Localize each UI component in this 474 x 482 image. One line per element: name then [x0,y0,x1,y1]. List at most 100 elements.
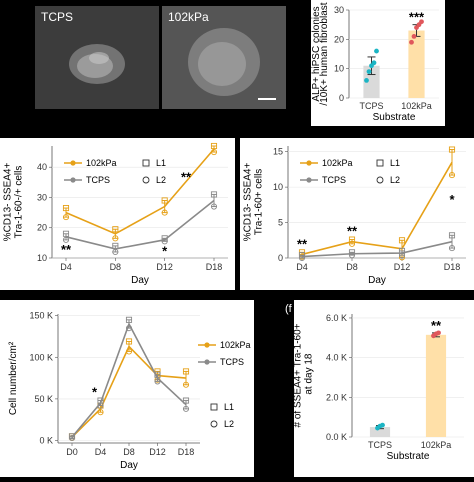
marker-l1 [210,142,218,150]
series-line-102kpa [65,148,215,235]
marker-l1 [210,191,218,198]
y-axis-title-line: /10K+ human fibroblast [319,2,330,105]
y-tick-label: 10 [273,182,283,192]
y-tick-label: 40 [37,162,47,172]
significance-mark: ** [61,242,72,257]
x-tick-label: 102kPa [401,101,432,111]
micrograph-label-tcps: TCPS [41,10,74,24]
data-point [374,48,379,54]
y-tick-label: 30 [334,5,344,15]
y-tick-label: 2.0 K [326,392,347,402]
x-axis-title: Day [131,275,149,286]
data-point [364,78,369,83]
marker-l1 [182,368,190,375]
x-tick-label: D18 [178,447,195,457]
panel-ssea4-count: 0.0 K 2.0 K 4.0 K 6.0 K TCPS 102kPa ** Substrat… [293,300,474,477]
panel-cell-number: 0 K 50 K 100 K 150 K D0 D4 D8 D12 D18 * 102kPa TCPS… [0,300,254,477]
legend-swatch-dot [70,177,76,183]
significance-mark: ** [181,169,192,184]
x-tick-label: D12 [156,262,173,272]
micrograph-tcps-texture [35,6,159,109]
panel-tra-pos: 0 5 10 15 D4 D8 D12 D18 ** ** * 102kPa TCPS L1 L2 Day %C… [240,138,474,290]
legend-label-tcps: TCPS [322,175,346,185]
marker-l1 [182,397,190,404]
marker-l1 [398,237,406,244]
marker-l1 [448,232,456,239]
x-tick-label: D8 [123,447,135,457]
y-tick-label: 50 K [34,394,53,404]
y-tick-label: 6.0 K [326,313,347,323]
marker-l2 [182,381,190,388]
significance-mark: ** [297,236,308,251]
marker-l2 [112,235,119,242]
y-axis-title: %CD13- SSEA4+Tra-1-60+ cells [243,163,265,242]
y-tick-label: 10 [37,253,47,263]
marker-l2 [210,203,218,210]
x-tick-label: D8 [110,262,122,272]
marker-l2 [210,149,218,156]
y-axis-title-line: Tra-1-60-/+ cells [14,166,25,239]
legend-label-tcps: TCPS [86,175,110,185]
marker-l1 [348,249,356,256]
marker-l1 [154,371,161,378]
marker-l2 [112,248,119,255]
legend-shape-label: L2 [390,175,400,185]
marker-l2 [62,236,70,243]
panel-letter-f: (f [285,303,292,315]
marker-l1 [112,226,119,233]
legend-shape-l1 [210,403,218,411]
micrograph-102kpa: 102kPa [162,6,286,109]
x-tick-label: D4 [95,447,107,457]
marker-l2 [154,378,161,385]
y-axis-title: Cell number/cm² [8,341,19,415]
significance-mark: * [92,385,98,400]
y-axis-title-line: at day 18 [304,353,315,397]
panel-alp-colonies: 0 10 20 30 TCPS 102kPa *** Substrate ALP+ hiPSC … [311,0,445,126]
micrograph-102kpa-texture [162,6,286,109]
marker-l2 [161,209,168,216]
x-tick-label: D18 [444,262,461,272]
x-tick-label: 102kPa [421,440,452,450]
y-axis-title-line: # of SSEA4+ Tra-1-60+ [294,323,304,427]
marker-l1 [448,146,456,153]
y-tick-label: 20 [37,223,47,233]
y-axis-title: %CD13- SSEA4+Tra-1-60-/+ cells [3,163,25,242]
legend-shape-label: L1 [390,158,400,168]
legend-label-102kpa: 102kPa [220,340,251,350]
x-tick-label: D12 [394,262,411,272]
bar-102kpa [408,30,425,98]
data-point [419,19,424,25]
y-tick-label: 10 [334,64,344,74]
legend-swatch-dot [204,342,210,348]
legend-shape-label: L1 [224,402,234,412]
micrograph-tcps: TCPS [35,6,159,109]
legend-shape-label: L1 [156,158,166,168]
series-line-102kpa [71,345,187,438]
bar-tcps [363,65,380,98]
marker-l1 [125,316,133,323]
data-point [380,422,385,428]
legend-swatch-dot [204,359,210,365]
y-axis-title-line: ALP+ hiPSC colonies [311,6,322,101]
legend-label-tcps: TCPS [220,357,244,367]
y-tick-label: 20 [334,34,344,44]
marker-l2 [125,325,133,332]
marker-l1 [154,368,161,375]
micrograph-label-102kpa: 102kPa [168,10,209,24]
marker-l2 [68,434,76,442]
x-tick-label: D12 [149,447,166,457]
y-tick-label: 0.0 K [326,432,347,442]
marker-l1 [125,338,133,345]
y-tick-label: 30 [37,192,47,202]
x-axis-title: Substrate [387,451,430,462]
marker-l2 [448,172,456,179]
marker-l2 [348,240,356,247]
legend-shape-l2 [376,176,384,184]
chart-cell-number: 0 K 50 K 100 K 150 K D0 D4 D8 D12 D18 * 102kPa TCPS… [8,311,251,471]
legend-shape-l1 [376,159,384,167]
y-axis-title-line: Tra-1-60+ cells [254,169,265,236]
panel-tra-all: 10 20 30 40 D4 D8 D12 D18 ** * ** 102kPa TCPS L1 L2 Day… [0,138,235,290]
legend-shape-label: L2 [224,419,234,429]
